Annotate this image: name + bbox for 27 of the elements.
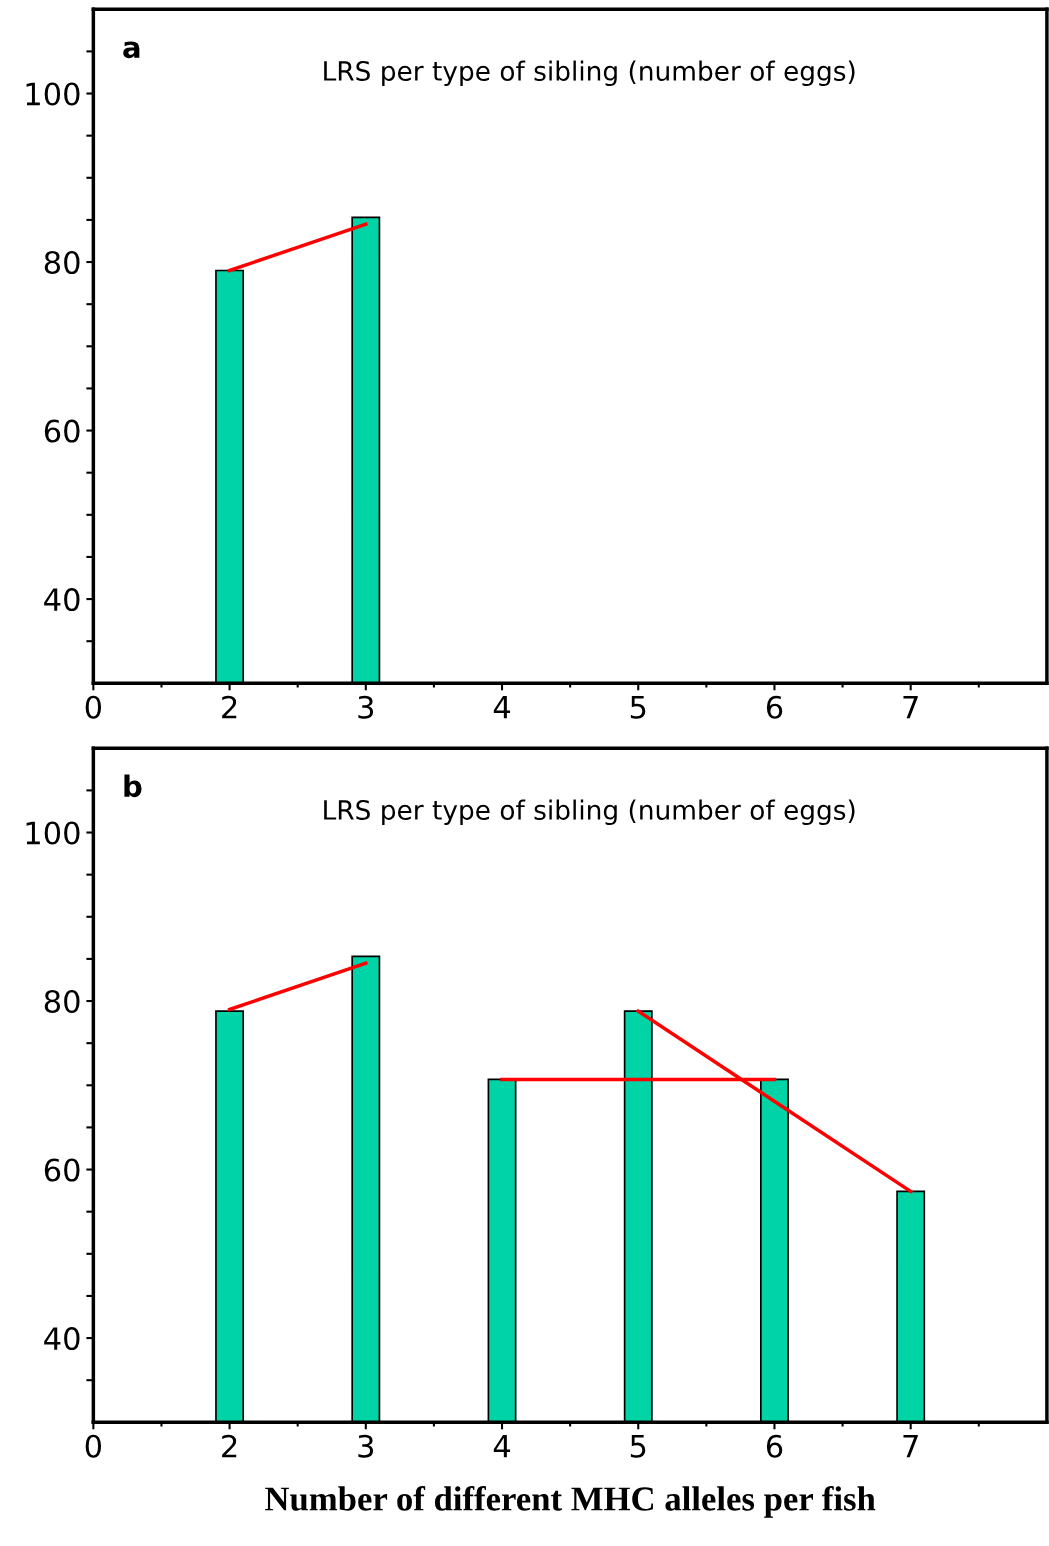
x-tick-label: 6 <box>766 695 783 719</box>
x-tick-label: 2 <box>222 1434 237 1458</box>
y-tick-label: 60 <box>44 419 80 443</box>
text: LRS per type of sibling (number of eggs) <box>324 60 855 87</box>
annotation: a <box>123 41 140 59</box>
y-tick-label: 40 <box>44 1326 80 1351</box>
y-tick-label: 80 <box>44 250 80 275</box>
y-tick-label: 60 <box>44 1158 80 1182</box>
x-tick-label: 7 <box>903 1435 918 1458</box>
x-tick-label: 5 <box>630 696 646 719</box>
x-tick-label: 2 <box>222 695 237 719</box>
y-tick-label: 80 <box>44 989 80 1014</box>
x-tick-label: 4 <box>493 1435 511 1458</box>
x-tick-label: 0 <box>85 695 102 719</box>
y-tick-label: 100 <box>26 82 80 106</box>
x-tick-label: 4 <box>493 696 511 719</box>
annotation: b <box>124 774 142 798</box>
x-tick-label: 5 <box>630 1435 646 1458</box>
x-tick-label: 6 <box>766 1434 783 1458</box>
text: LRS per type of sibling (number of eggs) <box>324 799 855 826</box>
x-tick-label: 7 <box>903 696 918 719</box>
y-tick-label: 100 <box>26 821 80 845</box>
x-tick-label: 3 <box>358 1434 374 1458</box>
y-tick-label: 40 <box>44 588 80 612</box>
x-axis-title: Number of different MHC alleles per fish <box>265 1485 876 1518</box>
x-tick-label: 3 <box>358 695 374 719</box>
x-tick-label: 0 <box>85 1434 102 1458</box>
